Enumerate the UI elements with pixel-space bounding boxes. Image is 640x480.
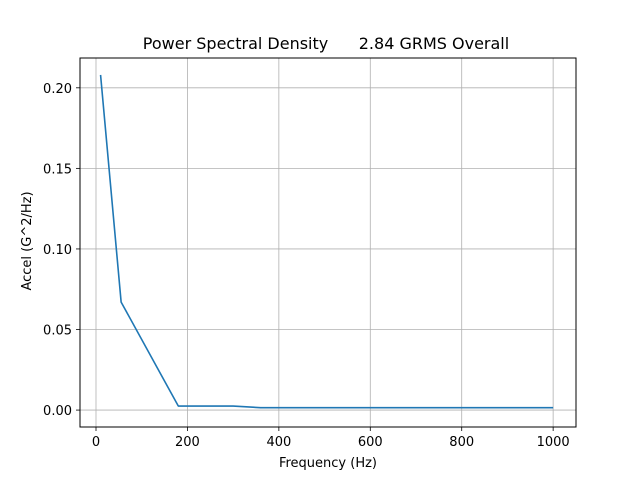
y-tick-label: 0.00: [43, 404, 72, 419]
y-tick-label: 0.15: [43, 162, 72, 177]
x-tick-label: 600: [358, 435, 383, 450]
y-tick-label: 0.10: [43, 243, 72, 258]
x-tick-label: 0: [92, 435, 100, 450]
plot-frame: [79, 57, 577, 428]
series-layer: [99, 74, 554, 409]
x-axis-title: Frequency (Hz): [279, 456, 377, 471]
y-tick-label: 0.05: [43, 324, 72, 339]
x-tick-label: 400: [266, 435, 291, 450]
psd-series-line: [99, 74, 554, 409]
y-axis-title: Accel (G^2/Hz): [20, 191, 35, 290]
tick-layer: 0 200 400 600 800 1000 0.00 0.05 0.10 0.15 0.20: [43, 82, 570, 450]
x-tick-label: 1000: [537, 435, 570, 450]
y-tick-label: 0.20: [43, 82, 72, 97]
x-tick-label: 200: [175, 435, 200, 450]
chart-title: Power Spectral Density 2.84 GRMS Overall: [143, 34, 509, 53]
grid-layer: [80, 58, 576, 427]
x-tick-label: 800: [449, 435, 474, 450]
